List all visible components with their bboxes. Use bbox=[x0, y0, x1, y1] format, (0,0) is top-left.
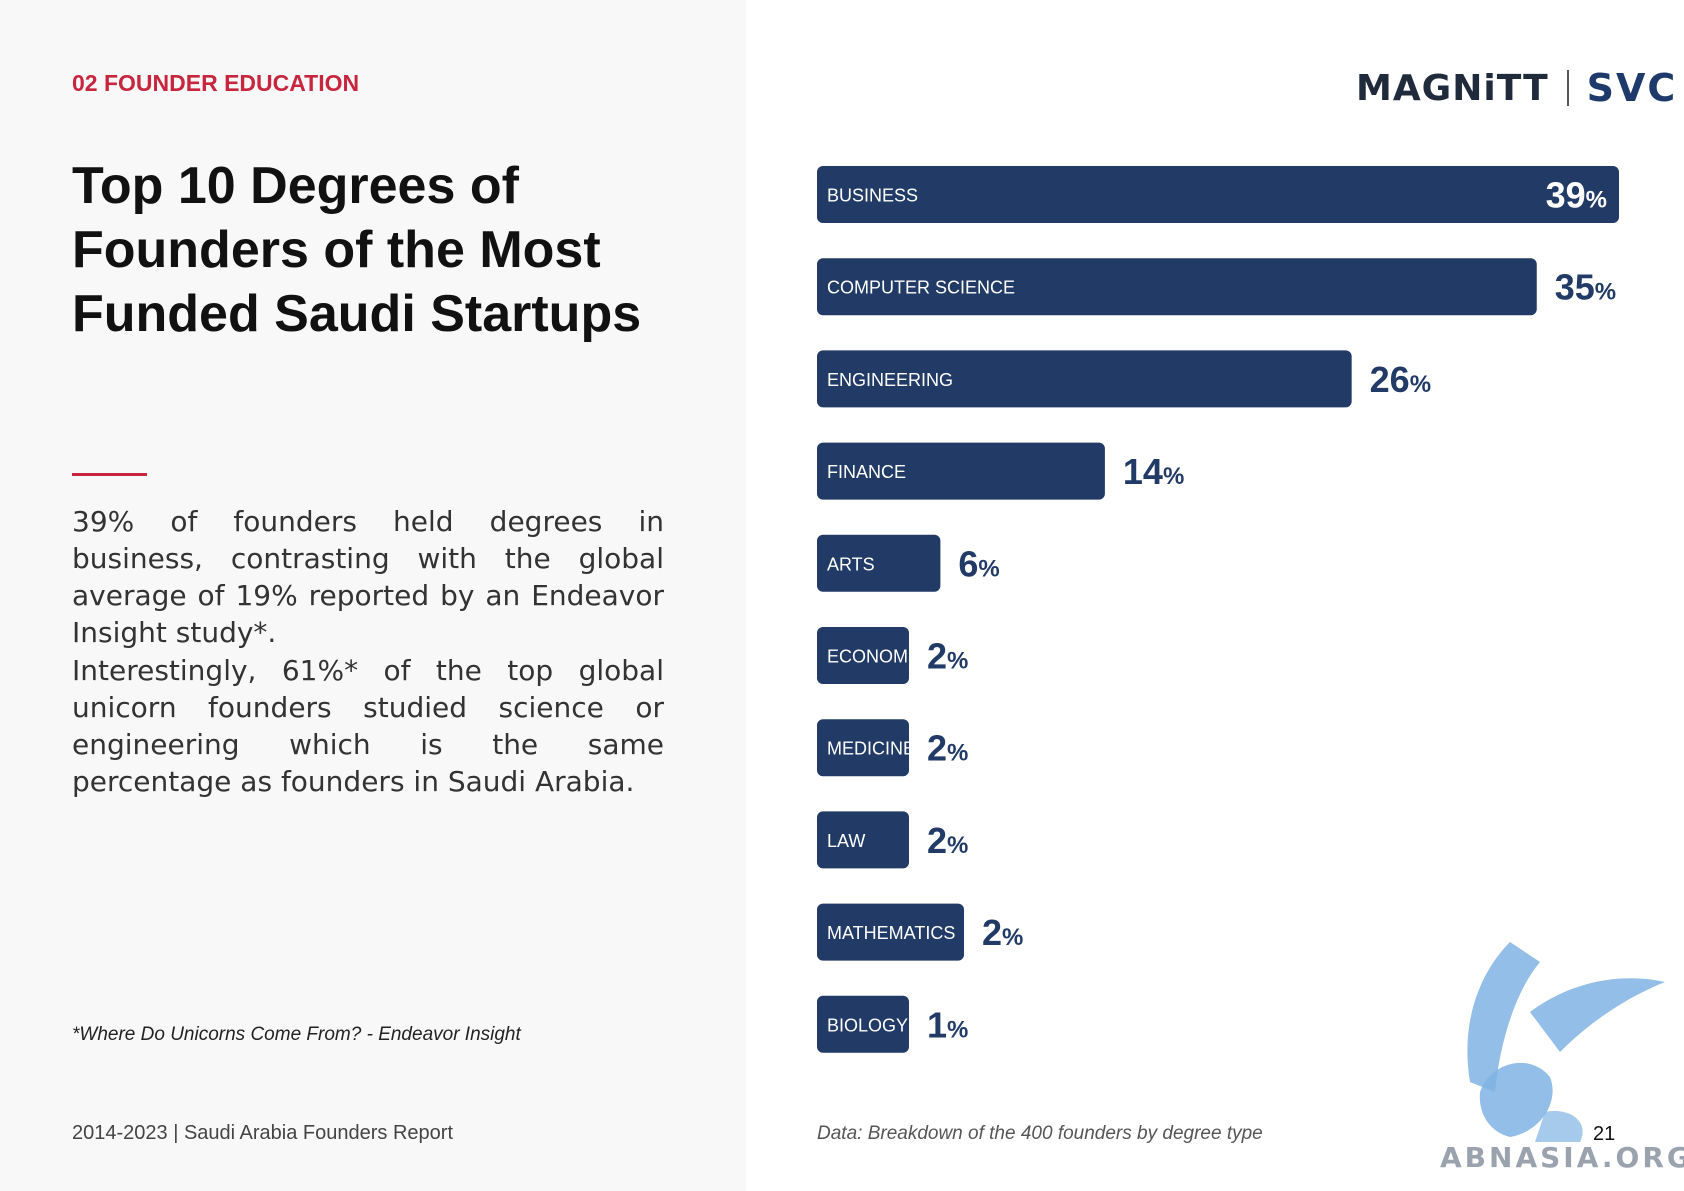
report-footer: 2014-2023 | Saudi Arabia Founders Report bbox=[72, 1122, 454, 1144]
bar-label-engineering: ENGINEERING bbox=[827, 370, 953, 390]
value-label-economics: 2% bbox=[927, 636, 968, 677]
bar-mathematics bbox=[817, 903, 964, 961]
bar-label-computer-science: COMPUTER SCIENCE bbox=[827, 278, 1015, 298]
value-label-arts: 6% bbox=[958, 543, 999, 584]
body-paragraph-1: 39% of founders held degrees in business… bbox=[72, 505, 664, 649]
bar-finance bbox=[817, 442, 1105, 500]
watermark-text: ABNASIA.ORG bbox=[1440, 1141, 1684, 1172]
footnote: *Where Do Unicorns Come From? - Endeavor… bbox=[72, 1024, 521, 1045]
bar-label-biology: BIOLOGY bbox=[827, 1015, 908, 1035]
page-title: Top 10 Degrees of Founders of the Most F… bbox=[72, 157, 642, 343]
bar-law bbox=[817, 811, 909, 869]
chart-data-note: Data: Breakdown of the 400 founders by d… bbox=[817, 1123, 1263, 1144]
svc-logo: SVC bbox=[1586, 66, 1678, 110]
value-label-computer-science: 35% bbox=[1555, 267, 1616, 308]
bar-engineering bbox=[817, 350, 1352, 408]
value-label-engineering: 26% bbox=[1370, 359, 1431, 400]
bar-label-finance: FINANCE bbox=[827, 462, 906, 482]
value-label-biology: 1% bbox=[927, 1004, 968, 1045]
value-label-mathematics: 2% bbox=[982, 912, 1023, 953]
partner-logos: MAGNiTT SVC bbox=[1356, 66, 1678, 110]
page-number: 21 bbox=[1593, 1123, 1616, 1145]
bar-computer-science bbox=[817, 258, 1537, 316]
bar-label-medicine: MEDICINE bbox=[827, 739, 915, 759]
bar-label-mathematics: MATHEMATICS bbox=[827, 923, 955, 943]
bar-economics bbox=[817, 627, 909, 684]
value-label-finance: 14% bbox=[1123, 451, 1184, 492]
bar-label-law: LAW bbox=[827, 831, 865, 851]
bar-arts bbox=[817, 534, 941, 592]
logo-separator bbox=[1566, 70, 1569, 106]
value-label-law: 2% bbox=[927, 820, 968, 861]
bar-business bbox=[817, 166, 1619, 223]
left-panel bbox=[0, 0, 746, 1191]
magnitt-logo: MAGNiTT bbox=[1356, 67, 1549, 109]
bar-label-economics: ECONOMICS bbox=[827, 647, 938, 667]
section-label: 02 FOUNDER EDUCATION bbox=[72, 70, 360, 96]
bar-label-arts: ARTS bbox=[827, 554, 875, 574]
griffin-watermark-icon: ABNASIA.ORG bbox=[1440, 942, 1684, 1172]
bar-medicine bbox=[817, 719, 909, 777]
value-label-business: 39% bbox=[1546, 175, 1607, 216]
bar-label-business: BUSINESS bbox=[827, 186, 918, 206]
bar-biology bbox=[817, 995, 909, 1053]
title-divider bbox=[72, 473, 147, 476]
value-label-medicine: 2% bbox=[927, 728, 968, 769]
body-paragraph-2: Interestingly, 61%* of the top global un… bbox=[72, 654, 664, 798]
